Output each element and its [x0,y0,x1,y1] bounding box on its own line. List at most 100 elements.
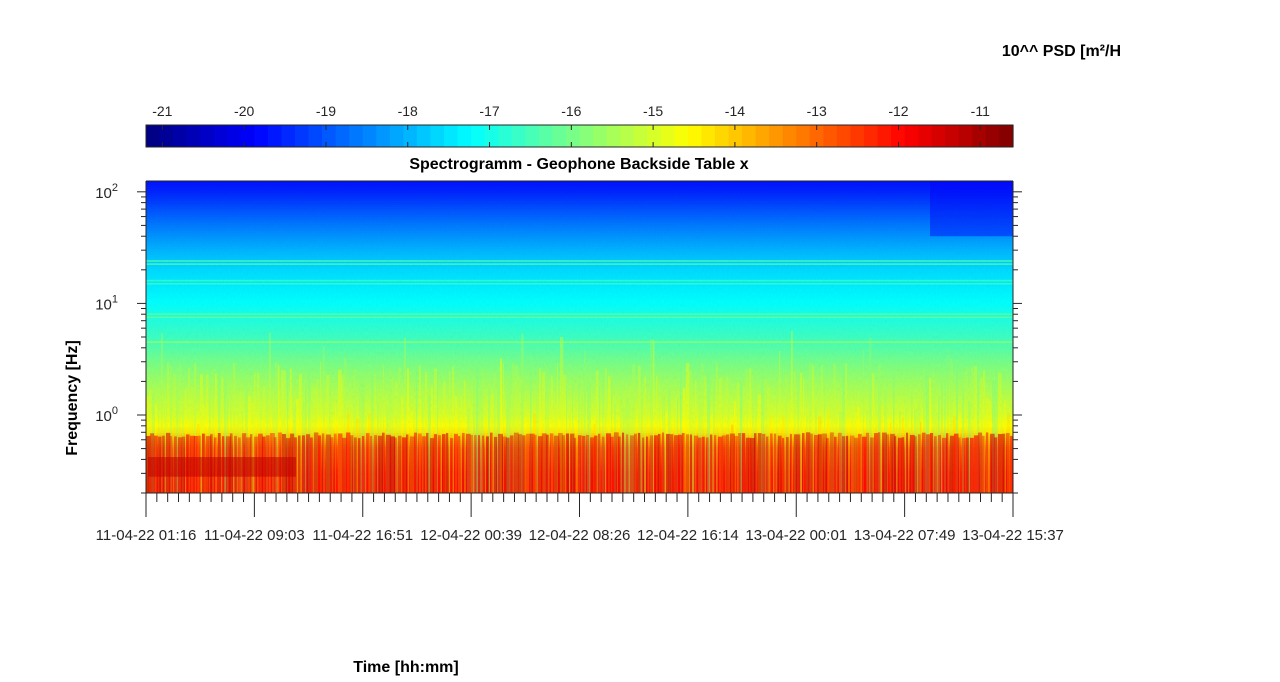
colorbar-segment [389,125,404,147]
colorbar-tick-label: -11 [971,103,990,119]
colorbar-segment [755,125,770,147]
y-tick-exponent: 1 [112,293,118,305]
colorbar-segment [593,125,608,147]
colorbar-tick-label: -16 [561,103,581,119]
chart-title: Spectrogramm - Geophone Backside Table x [409,156,748,173]
colorbar-segment [538,125,554,147]
colorbar-segment [254,125,269,147]
y-tick-base: 10 [95,296,112,313]
colorbar-tick-label: -14 [725,103,745,119]
colorbar-segment [295,125,310,147]
colorbar-segment [281,125,296,147]
x-axis: 11-04-22 01:16 11-04-22 09:03 11-04-22 16:… [96,180,1064,544]
colorbar-segment [701,125,716,147]
y-tick-base: 10 [95,408,112,425]
colorbar-segment [322,125,337,147]
x-tick-label: 12-04-22 08:26 [529,527,631,544]
colorbar-segment [620,125,635,147]
colorbar-segment [484,125,499,147]
colorbar-frame [145,124,1014,148]
colorbar-segment [660,125,675,147]
colorbar-segment [146,125,161,147]
y-tick-label: 102 [95,182,118,202]
colorbar-segment [525,125,540,147]
x-tick-label: 13-04-22 15:37 [962,527,1064,544]
colorbar-tick-label: -18 [398,103,418,119]
colorbar-segment [823,125,838,147]
colorbar-tick-label: -12 [888,103,908,119]
noise-texture [146,181,1013,493]
colorbar-segment [782,125,797,147]
x-tick-label: 13-04-22 00:01 [745,527,847,544]
colorbar-segment [850,125,865,147]
y-axis-label: Frequency [Hz] [64,340,81,456]
colorbar-segment [349,125,364,147]
x-axis-label: Time [hh:mm] [353,659,458,676]
colorbar-segment [511,125,526,147]
colorbar-segment [227,125,242,147]
colorbar-tick-label: -20 [234,103,254,119]
colorbar-tick-label: -17 [479,103,499,119]
colorbar-segment [769,125,784,147]
colorbar-segment [362,125,377,147]
colorbar-tick-label: -19 [316,103,336,119]
x-tick-label: 11-04-22 09:03 [204,527,305,544]
colorbar-segment [674,125,689,147]
colorbar-segment [240,125,255,147]
colorbar-segment [267,125,283,147]
colorbar [145,124,1014,148]
colorbar-segment [430,125,445,147]
y-tick-exponent: 0 [112,405,118,417]
colorbar-segment [985,125,1001,147]
colorbar-segment [565,125,581,147]
x-tick-label: 13-04-22 07:49 [854,527,956,544]
colorbar-segment [457,125,472,147]
colorbar-segment [958,125,973,147]
x-tick-label: 11-04-22 01:16 [96,527,197,544]
colorbar-segment [687,125,703,147]
spectrogram-plot-area [146,181,1013,493]
colorbar-segment [904,125,919,147]
colorbar-segment [633,125,648,147]
colorbar-segment [159,125,174,147]
colorbar-segment [376,125,391,147]
y-tick-exponent: 2 [112,182,118,194]
colorbar-segment [416,125,432,147]
colorbar-segment [796,125,811,147]
colorbar-segment [403,125,418,147]
x-tick-label: 12-04-22 16:14 [637,527,739,544]
colorbar-segment [728,125,743,147]
colorbar-ticks: -21 -20 -19 -18 -17 -16 -15 -14 -13 -12 -11 [152,103,990,147]
colorbar-segment [471,125,486,147]
colorbar-segment [579,125,594,147]
colorbar-segment [173,125,188,147]
colorbar-segment [836,125,852,147]
colorbar-segment [877,125,892,147]
colorbar-segment [606,125,621,147]
colorbar-segment [999,125,1014,147]
colorbar-tick-label: -15 [643,103,663,119]
colorbar-segment [213,125,228,147]
colorbar-segment [931,125,946,147]
colorbar-segment [552,125,567,147]
colorbar-tick-label: -13 [807,103,827,119]
x-tick-label: 11-04-22 16:51 [312,527,413,544]
colorbar-segment [200,125,215,147]
colorbar-tick-label: -21 [152,103,172,119]
colorbar-segment [918,125,933,147]
y-tick-label: 101 [95,293,118,313]
colorbar-segment [891,125,906,147]
colorbar-segment [945,125,960,147]
colorbar-segment [714,125,730,147]
colorbar-segment [444,125,459,147]
colorbar-segment [972,125,987,147]
y-tick-base: 10 [95,185,112,202]
colorbar-segment [809,125,824,147]
colorbar-label: 10^^ PSD [m²/H [1002,43,1121,60]
colorbar-segment [647,125,662,147]
colorbar-segment [863,125,879,147]
colorbar-segment [498,125,513,147]
